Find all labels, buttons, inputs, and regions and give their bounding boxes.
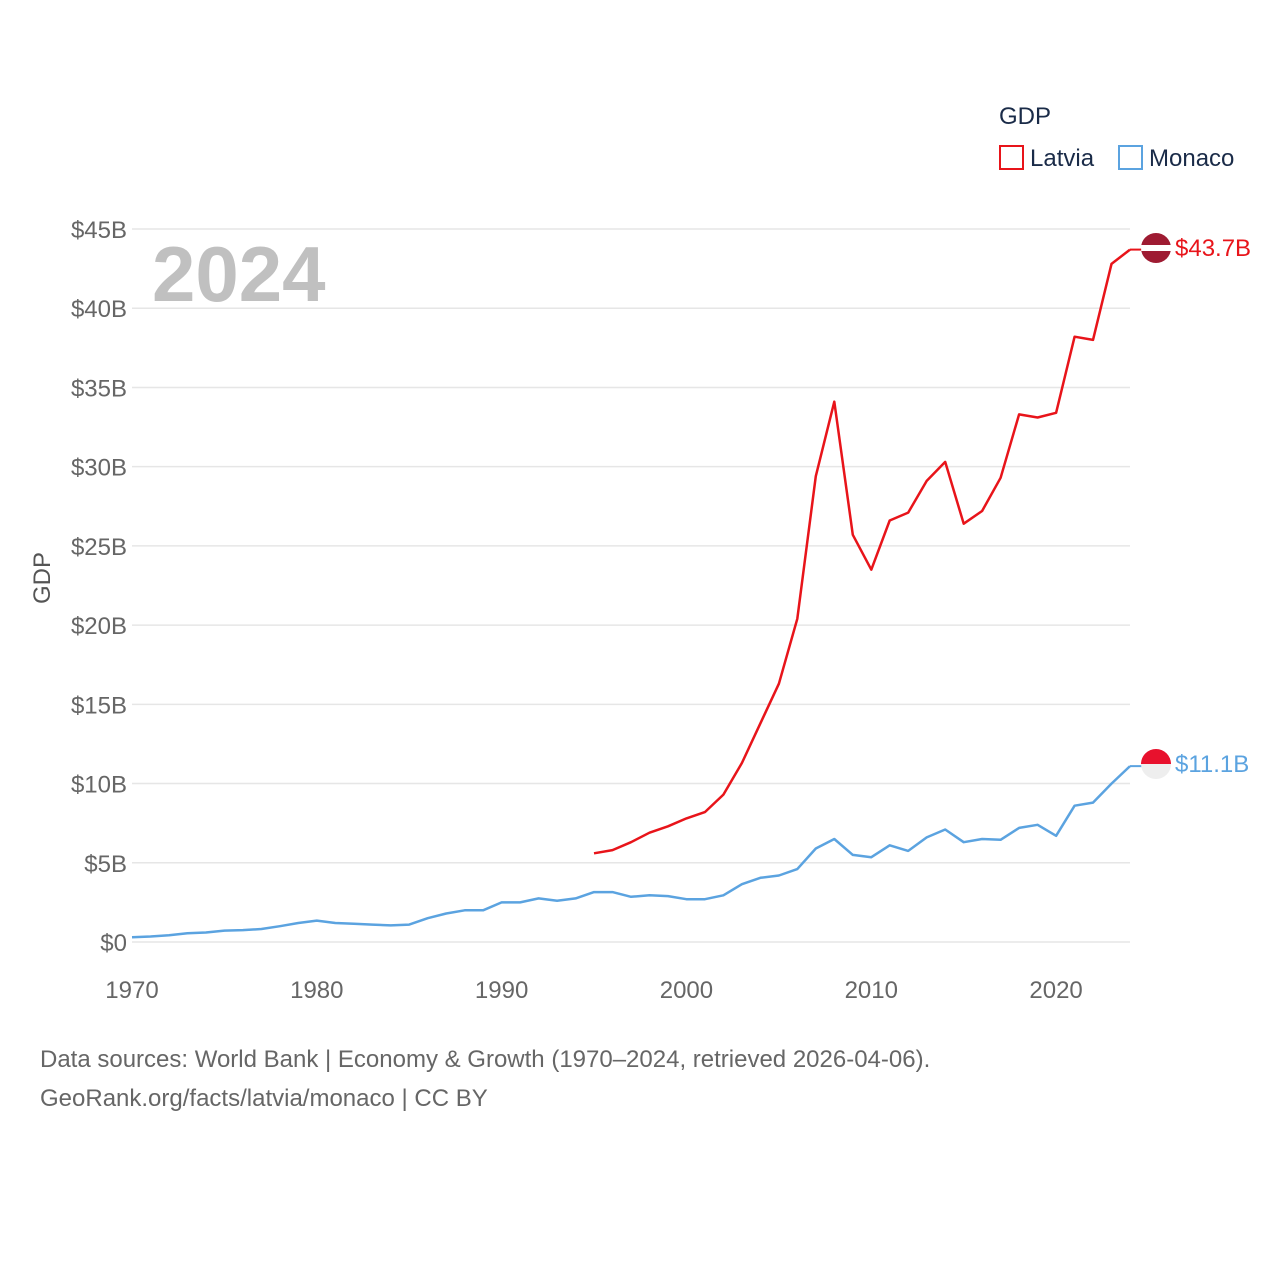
y-tick-label: $25B (71, 534, 127, 561)
source-line-1: Data sources: World Bank | Economy & Gro… (40, 1046, 931, 1073)
y-tick-label: $45B (71, 217, 127, 244)
x-tick-label: 1990 (475, 977, 528, 1004)
y-tick-label: $15B (71, 692, 127, 719)
y-tick-label: $10B (71, 772, 127, 799)
year-display: 2024 (152, 230, 326, 318)
y-tick-label: $35B (71, 375, 127, 402)
latvia-end-value-label: $43.7B (1175, 235, 1251, 262)
legend-swatch-monaco (1118, 145, 1143, 170)
monaco-end-value-label: $11.1B (1175, 751, 1249, 778)
legend-label-latvia: Latvia (1030, 145, 1095, 172)
y-tick-label: $30B (71, 455, 127, 482)
monaco-flag-icon (1141, 749, 1171, 779)
y-tick-label: $20B (71, 613, 127, 640)
x-tick-label: 1980 (290, 977, 343, 1004)
series-lines (131, 248, 1142, 939)
x-tick-label: 1970 (105, 977, 158, 1004)
legend-swatch-latvia (999, 145, 1024, 170)
series-line-monaco (131, 765, 1131, 939)
series-line-latvia (593, 248, 1131, 855)
y-tick-label: $0 (100, 930, 127, 957)
y-tick-label: $5B (84, 851, 127, 878)
grid-lines (132, 228, 1130, 943)
y-axis-title: GDP (29, 552, 56, 604)
legend: GDP Latvia Monaco (999, 103, 1234, 172)
latvia-flag-icon (1141, 233, 1171, 263)
source-line-2: GeoRank.org/facts/latvia/monaco | CC BY (40, 1085, 488, 1112)
x-axis-ticks: 1970 1980 1990 2000 2010 2020 (105, 977, 1082, 1004)
x-tick-label: 2020 (1029, 977, 1082, 1004)
legend-title: GDP (999, 103, 1051, 130)
x-tick-label: 2010 (845, 977, 898, 1004)
x-tick-label: 2000 (660, 977, 713, 1004)
legend-label-monaco: Monaco (1149, 145, 1234, 172)
y-tick-label: $40B (71, 296, 127, 323)
y-axis-ticks: $0 $5B $10B $15B $20B $25B $30B $35B $40B $45B (71, 217, 127, 957)
